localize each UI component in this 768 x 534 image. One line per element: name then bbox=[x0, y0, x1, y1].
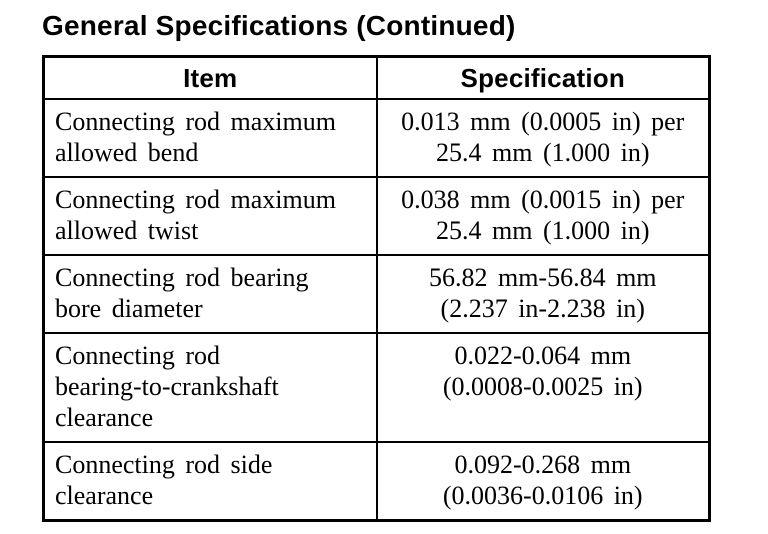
item-cell: Connecting rod bearing-to-crankshaft cle… bbox=[42, 332, 378, 443]
table-row: Connecting rod bearing-to-crankshaft cle… bbox=[42, 332, 711, 443]
table-row: Connecting rod bearing bore diameter 56.… bbox=[42, 254, 711, 334]
item-cell: Connecting rod side clearance bbox=[42, 441, 378, 522]
item-cell: Connecting rod maximum allowed twist bbox=[42, 176, 378, 256]
column-header-specification: Specification bbox=[375, 55, 711, 100]
table-row: Connecting rod maximum allowed bend 0.01… bbox=[42, 98, 711, 178]
spec-cell: 0.092-0.268 mm (0.0036-0.0106 in) bbox=[375, 441, 711, 522]
spec-cell: 56.82 mm-56.84 mm (2.237 in-2.238 in) bbox=[375, 254, 711, 334]
spec-cell: 0.038 mm (0.0015 in) per 25.4 mm (1.000 … bbox=[375, 176, 711, 256]
item-cell: Connecting rod maximum allowed bend bbox=[42, 98, 378, 178]
spec-cell: 0.013 mm (0.0005 in) per 25.4 mm (1.000 … bbox=[375, 98, 711, 178]
table-row: Connecting rod side clearance 0.092-0.26… bbox=[42, 441, 711, 522]
spec-cell: 0.022-0.064 mm (0.0008-0.0025 in) bbox=[375, 332, 711, 443]
table-row: Connecting rod maximum allowed twist 0.0… bbox=[42, 176, 711, 256]
item-cell: Connecting rod bearing bore diameter bbox=[42, 254, 378, 334]
column-header-item: Item bbox=[42, 55, 378, 100]
table-header-row: Item Specification bbox=[42, 55, 711, 100]
page-title: General Specifications (Continued) bbox=[42, 10, 516, 41]
specifications-table: Item Specification Connecting rod maximu… bbox=[42, 55, 711, 522]
